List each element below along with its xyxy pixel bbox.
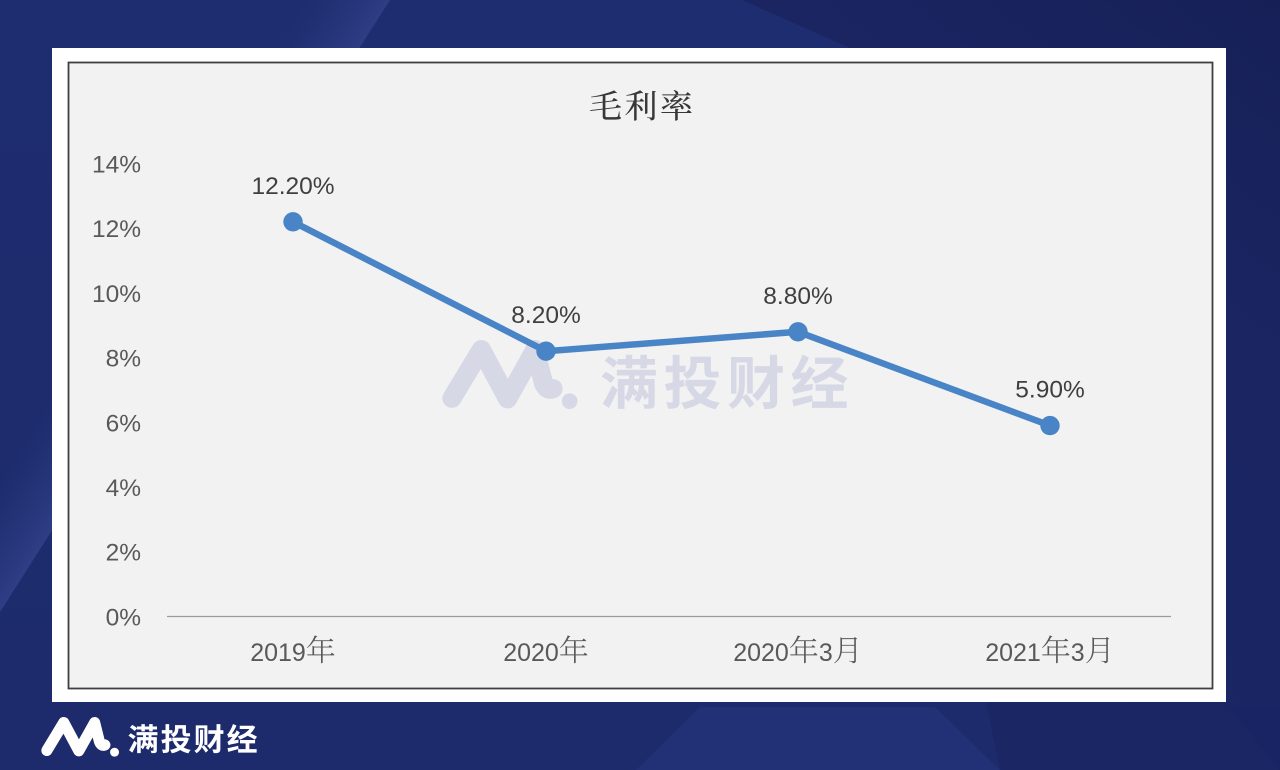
svg-text:3: 3 <box>1071 639 1085 667</box>
svg-text:2019: 2019 <box>250 639 306 667</box>
svg-text:2021: 2021 <box>985 639 1041 667</box>
svg-text:0%: 0% <box>106 604 141 631</box>
svg-text:6%: 6% <box>106 410 141 437</box>
svg-text:2020: 2020 <box>733 639 789 667</box>
svg-text:2020: 2020 <box>503 639 559 667</box>
svg-text:10%: 10% <box>92 281 141 308</box>
svg-text:8.20%: 8.20% <box>511 302 580 329</box>
svg-text:2%: 2% <box>106 540 141 567</box>
svg-text:12%: 12% <box>92 216 141 243</box>
svg-text:5.90%: 5.90% <box>1015 377 1084 404</box>
svg-text:4%: 4% <box>106 475 141 502</box>
svg-text:14%: 14% <box>92 151 141 178</box>
svg-text:8.80%: 8.80% <box>763 283 832 310</box>
svg-text:12.20%: 12.20% <box>251 173 334 200</box>
svg-text:8%: 8% <box>106 346 141 373</box>
svg-text:3: 3 <box>819 639 833 667</box>
